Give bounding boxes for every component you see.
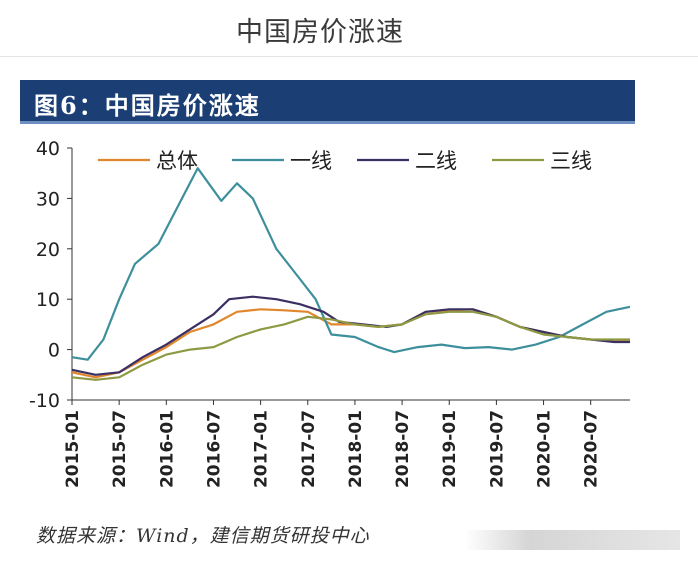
y-tick-label: 0	[48, 340, 60, 362]
figure-label: 图6：中国房价涨速	[34, 91, 261, 120]
figure-banner: 图6：中国房价涨速	[20, 80, 635, 124]
series-line-1	[71, 308, 630, 379]
source-fade-bar	[465, 530, 680, 550]
y-tick-label: 30	[36, 188, 60, 210]
legend-label: 三线	[550, 149, 592, 173]
y-tick-label: -10	[29, 390, 60, 412]
x-tick-label: 2018-01	[346, 410, 366, 488]
series-line-2	[71, 167, 631, 361]
data-source: 数据来源：Wind，建信期货研投中心	[36, 525, 370, 547]
page-title: 中国房价涨速	[236, 17, 404, 48]
series-line-4	[71, 310, 630, 381]
x-tick-label: 2020-07	[582, 410, 602, 488]
y-tick-label: 20	[36, 239, 60, 261]
y-tick-label: 40	[36, 138, 60, 160]
y-tick-label: 10	[36, 289, 60, 311]
legend-label: 二线	[415, 149, 457, 173]
x-tick-label: 2018-07	[393, 410, 413, 488]
title-divider	[0, 56, 698, 57]
legend-label: 总体	[156, 149, 198, 173]
x-tick-label: 2016-07	[204, 410, 224, 488]
x-tick-label: 2020-01	[535, 410, 555, 488]
x-tick-label: 2015-07	[110, 410, 130, 488]
x-tick-label: 2017-01	[252, 410, 272, 488]
x-tick-label: 2015-01	[63, 410, 83, 488]
house-price-chart: -10 0 10 20 30 40 2015-01 2015-07 2016-01 2016-07…	[29, 138, 631, 488]
x-tick-label: 2019-07	[487, 410, 507, 488]
x-tick-label: 2017-07	[299, 410, 319, 488]
x-tick-label: 2019-01	[440, 410, 460, 488]
x-tick-label: 2016-01	[157, 410, 177, 488]
legend-label: 一线	[290, 149, 332, 173]
